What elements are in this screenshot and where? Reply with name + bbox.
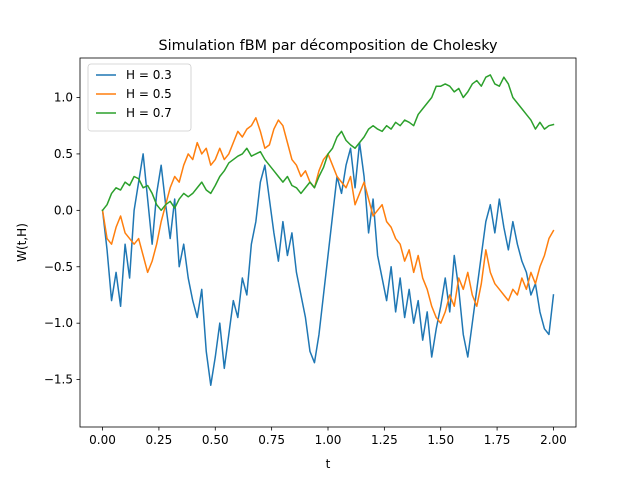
series-line-0 — [101, 141, 555, 386]
y-tick-label: 0.0 — [54, 203, 73, 217]
y-tick-label: −0.5 — [44, 260, 73, 274]
plot-area — [101, 74, 555, 386]
x-tick-label: 1.25 — [371, 433, 398, 447]
x-tick-label: 1.00 — [315, 433, 342, 447]
y-axis-ticks: −1.5 −1.0 −0.5 0.0 0.5 1.0 — [44, 90, 80, 387]
x-tick-label: 2.00 — [540, 433, 567, 447]
x-tick-label: 1.50 — [427, 433, 454, 447]
x-tick-label: 0.75 — [258, 433, 285, 447]
legend-label-0: H = 0.3 — [126, 68, 172, 82]
legend-label-2: H = 0.7 — [126, 106, 172, 120]
y-tick-label: 0.5 — [54, 147, 73, 161]
y-tick-label: −1.0 — [44, 316, 73, 330]
x-tick-label: 0.50 — [202, 433, 229, 447]
x-tick-label: 0.00 — [89, 433, 116, 447]
legend: H = 0.3 H = 0.5 H = 0.7 — [87, 63, 192, 132]
x-tick-label: 0.25 — [146, 433, 173, 447]
x-axis-label: t — [326, 457, 331, 471]
legend-box — [87, 63, 192, 132]
legend-label-1: H = 0.5 — [126, 87, 172, 101]
y-tick-label: 1.0 — [54, 90, 73, 104]
series-line-2 — [101, 74, 555, 212]
x-tick-label: 1.75 — [484, 433, 511, 447]
y-axis-label: W(t,H) — [15, 223, 29, 262]
x-axis-ticks: 0.00 0.25 0.50 0.75 1.00 1.25 1.50 1.75 2.00 — [89, 427, 567, 447]
y-tick-label: −1.5 — [44, 373, 73, 387]
chart-title: Simulation fBM par décomposition de Chol… — [158, 38, 498, 54]
